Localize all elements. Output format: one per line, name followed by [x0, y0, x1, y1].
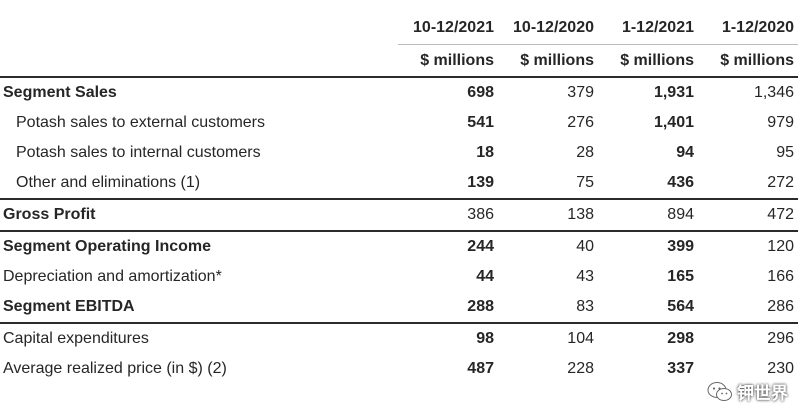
table-row: Segment Sales 698 379 1,931 1,346: [0, 77, 798, 108]
cell-value: 44: [476, 268, 494, 285]
cell-value: 286: [767, 298, 794, 315]
cell-value: 138: [498, 198, 598, 231]
cell-value: 337: [667, 360, 694, 377]
table-row: Other and eliminations (1) 139 75 436 27…: [0, 168, 798, 199]
row-label: Capital expenditures: [0, 322, 398, 354]
cell-value: 698: [467, 84, 494, 101]
row-label: Gross Profit: [0, 198, 398, 231]
cell-value: 104: [498, 322, 598, 354]
cell-value: 166: [767, 268, 794, 285]
column-header-period: 1-12/2020: [698, 12, 798, 45]
cell-value: 228: [567, 360, 594, 377]
cell-value: 94: [676, 144, 694, 161]
cell-value: 244: [398, 230, 498, 262]
cell-value: 296: [698, 322, 798, 354]
table-row: Depreciation and amortization* 44 43 165…: [0, 262, 798, 292]
unit-header-row: $ millions $ millions $ millions $ milli…: [0, 44, 798, 78]
column-header-period: 10-12/2020: [498, 12, 598, 45]
table-row: Capital expenditures 98 104 298 296: [0, 322, 798, 354]
cell-value: 98: [398, 322, 498, 354]
table-row: Gross Profit 386 138 894 472: [0, 198, 798, 231]
table-row: Segment EBITDA 288 83 564 286: [0, 292, 798, 323]
cell-value: 487: [467, 360, 494, 377]
wechat-logo-icon: [707, 381, 733, 403]
cell-value: 95: [776, 144, 794, 161]
cell-value: 894: [598, 198, 698, 231]
watermark: 钾世界: [707, 379, 788, 404]
cell-value: 472: [698, 198, 798, 231]
cell-value: 139: [467, 174, 494, 191]
cell-value: 276: [567, 114, 594, 131]
header-blank-cell: [0, 44, 398, 78]
table-row: Segment Operating Income 244 40 399 120: [0, 230, 798, 262]
cell-value: 272: [767, 174, 794, 191]
row-label: Depreciation and amortization*: [3, 268, 222, 285]
cell-value: 399: [598, 230, 698, 262]
cell-value: 379: [567, 84, 594, 101]
row-label: Segment Sales: [3, 84, 117, 101]
column-header-unit: $ millions: [498, 44, 598, 78]
row-label: Average realized price (in $) (2): [3, 360, 227, 377]
cell-value: 541: [467, 114, 494, 131]
header-blank-cell: [0, 12, 398, 45]
cell-value: 120: [698, 230, 798, 262]
row-label: Segment Operating Income: [0, 230, 398, 262]
cell-value: 1,346: [753, 84, 794, 101]
cell-value: 165: [667, 268, 694, 285]
cell-value: 40: [498, 230, 598, 262]
column-header-period: 10-12/2021: [398, 12, 498, 45]
column-header-unit: $ millions: [698, 44, 798, 78]
table-row: Potash sales to internal customers 18 28…: [0, 138, 798, 168]
column-header-period: 1-12/2021: [598, 12, 698, 45]
cell-value: 75: [576, 174, 594, 191]
row-label: Segment EBITDA: [3, 298, 135, 315]
cell-value: 1,401: [653, 114, 694, 131]
cell-value: 386: [398, 198, 498, 231]
cell-value: 43: [576, 268, 594, 285]
table-row: Potash sales to external customers 541 2…: [0, 108, 798, 138]
financial-table: 10-12/2021 10-12/2020 1-12/2021 1-12/202…: [0, 12, 798, 384]
column-header-unit: $ millions: [598, 44, 698, 78]
cell-value: 83: [576, 298, 594, 315]
row-label: Other and eliminations (1): [16, 174, 201, 191]
column-header-unit: $ millions: [398, 44, 498, 78]
cell-value: 979: [767, 114, 794, 131]
cell-value: 18: [476, 144, 494, 161]
cell-value: 298: [598, 322, 698, 354]
cell-value: 436: [667, 174, 694, 191]
cell-value: 288: [467, 298, 494, 315]
cell-value: 1,931: [653, 84, 694, 101]
cell-value: 564: [667, 298, 694, 315]
period-header-row: 10-12/2021 10-12/2020 1-12/2021 1-12/202…: [0, 12, 798, 45]
cell-value: 230: [767, 360, 794, 377]
row-label: Potash sales to external customers: [16, 114, 266, 131]
watermark-text: 钾世界: [737, 384, 788, 403]
row-label: Potash sales to internal customers: [16, 144, 261, 161]
table-row: Average realized price (in $) (2) 487 22…: [0, 354, 798, 384]
cell-value: 28: [576, 144, 594, 161]
